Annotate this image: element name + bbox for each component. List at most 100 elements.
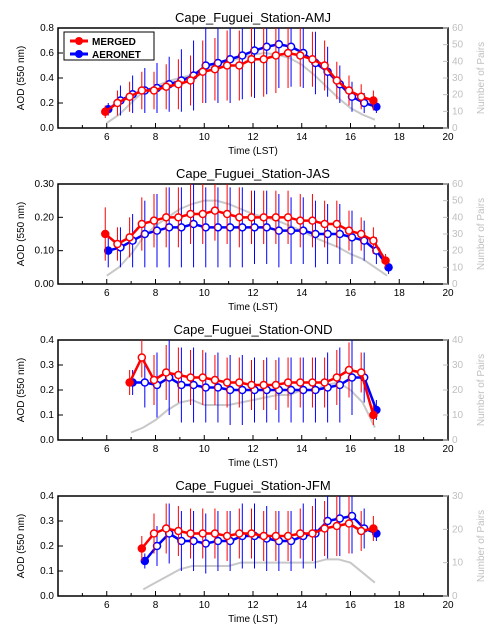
merged-marker: [163, 369, 170, 376]
svg-text:0.4: 0.4: [40, 491, 54, 502]
merged-marker: [151, 87, 158, 94]
merged-marker: [163, 525, 170, 532]
merged-marker: [358, 93, 365, 100]
merged-marker: [175, 214, 182, 221]
merged-marker: [370, 237, 377, 244]
aeronet-marker: [288, 227, 295, 234]
aeronet-marker: [349, 374, 356, 381]
svg-text:30: 30: [452, 73, 464, 84]
merged-marker: [199, 211, 206, 218]
merged-marker: [260, 533, 267, 540]
merged-marker: [346, 227, 353, 234]
svg-text:10: 10: [452, 106, 464, 117]
svg-text:0: 0: [452, 123, 458, 134]
merged-marker: [321, 379, 328, 386]
merged-marker: [333, 77, 340, 84]
merged-marker: [346, 520, 353, 527]
merged-marker: [260, 382, 267, 389]
svg-text:14: 14: [296, 600, 308, 611]
svg-text:6: 6: [104, 444, 110, 455]
svg-text:0.3: 0.3: [40, 360, 54, 371]
xlabel: Time (LST): [228, 302, 278, 313]
svg-text:14: 14: [296, 132, 308, 143]
svg-text:16: 16: [345, 444, 357, 455]
svg-text:20: 20: [452, 246, 464, 257]
aeronet-marker: [214, 224, 221, 231]
merged-marker: [102, 231, 109, 238]
svg-text:0.1: 0.1: [40, 410, 54, 421]
merged-marker: [187, 530, 194, 537]
panel-title: Cape_Fuguei_Station-JFM: [175, 478, 330, 493]
merged-marker: [260, 56, 267, 63]
chart-panel: Cape_Fuguei_Station-OND681012141618200.0…: [8, 320, 492, 470]
svg-text:10: 10: [452, 410, 464, 421]
ylabel-left: AOD (550 nm): [16, 358, 27, 422]
merged-marker: [151, 530, 158, 537]
merged-marker: [151, 217, 158, 224]
merged-marker: [370, 525, 377, 532]
svg-text:10: 10: [199, 600, 211, 611]
aeronet-marker: [336, 382, 343, 389]
merged-marker: [370, 97, 377, 104]
merged-marker: [333, 523, 340, 530]
merged-marker: [151, 377, 158, 384]
aeronet-marker: [251, 224, 258, 231]
ylabel-right: Number of Pairs: [476, 510, 487, 582]
merged-marker: [126, 234, 133, 241]
svg-text:60: 60: [452, 23, 464, 34]
merged-marker: [272, 533, 279, 540]
svg-text:0.0: 0.0: [40, 123, 54, 134]
merged-marker: [224, 379, 231, 386]
svg-text:0.6: 0.6: [40, 48, 54, 59]
svg-text:18: 18: [394, 444, 406, 455]
merged-marker: [211, 207, 218, 214]
merged-marker: [358, 528, 365, 535]
merged-marker: [309, 56, 316, 63]
merged-marker: [346, 367, 353, 374]
xlabel: Time (LST): [228, 614, 278, 625]
chart-panel: Cape_Fuguei_Station-JAS681012141618200.0…: [8, 164, 492, 314]
panel-title: Cape_Fuguei_Station-JAS: [176, 166, 330, 181]
merged-marker: [248, 382, 255, 389]
merged-marker: [248, 56, 255, 63]
merged-marker: [285, 214, 292, 221]
merged-marker: [138, 545, 145, 552]
aeronet-marker: [141, 231, 148, 238]
ylabel-right: Number of Pairs: [476, 198, 487, 270]
merged-marker: [211, 66, 218, 73]
merged-marker: [211, 530, 218, 537]
svg-text:12: 12: [247, 444, 259, 455]
svg-text:18: 18: [394, 132, 406, 143]
svg-text:0.4: 0.4: [40, 73, 54, 84]
svg-text:0: 0: [452, 279, 458, 290]
merged-marker: [297, 530, 304, 537]
svg-text:60: 60: [452, 179, 464, 190]
xlabel: Time (LST): [228, 458, 278, 469]
chart-svg: Cape_Fuguei_Station-OND681012141618200.0…: [8, 320, 492, 470]
svg-text:10: 10: [199, 288, 211, 299]
aeronet-marker: [275, 41, 282, 48]
merged-marker: [297, 52, 304, 59]
merged-marker: [321, 221, 328, 228]
merged-marker: [199, 374, 206, 381]
pairs-line: [107, 201, 387, 276]
merged-marker: [309, 379, 316, 386]
merged-marker: [358, 369, 365, 376]
chart-panel: Cape_Fuguei_Station-AMJ681012141618200.0…: [8, 8, 492, 158]
merged-marker: [346, 87, 353, 94]
aeronet-marker: [349, 234, 356, 241]
aeronet-marker: [251, 47, 258, 54]
aeronet-marker: [239, 52, 246, 59]
merged-marker: [260, 214, 267, 221]
ylabel-right: Number of Pairs: [476, 42, 487, 114]
aeronet-marker: [166, 224, 173, 231]
chart-svg: Cape_Fuguei_Station-JAS681012141618200.0…: [8, 164, 492, 314]
aeronet-marker: [202, 384, 209, 391]
merged-marker: [285, 379, 292, 386]
svg-text:30: 30: [452, 491, 464, 502]
svg-text:0: 0: [452, 591, 458, 602]
aeronet-marker: [227, 224, 234, 231]
merged-marker: [175, 372, 182, 379]
aeronet-marker: [190, 221, 197, 228]
svg-text:8: 8: [153, 132, 159, 143]
